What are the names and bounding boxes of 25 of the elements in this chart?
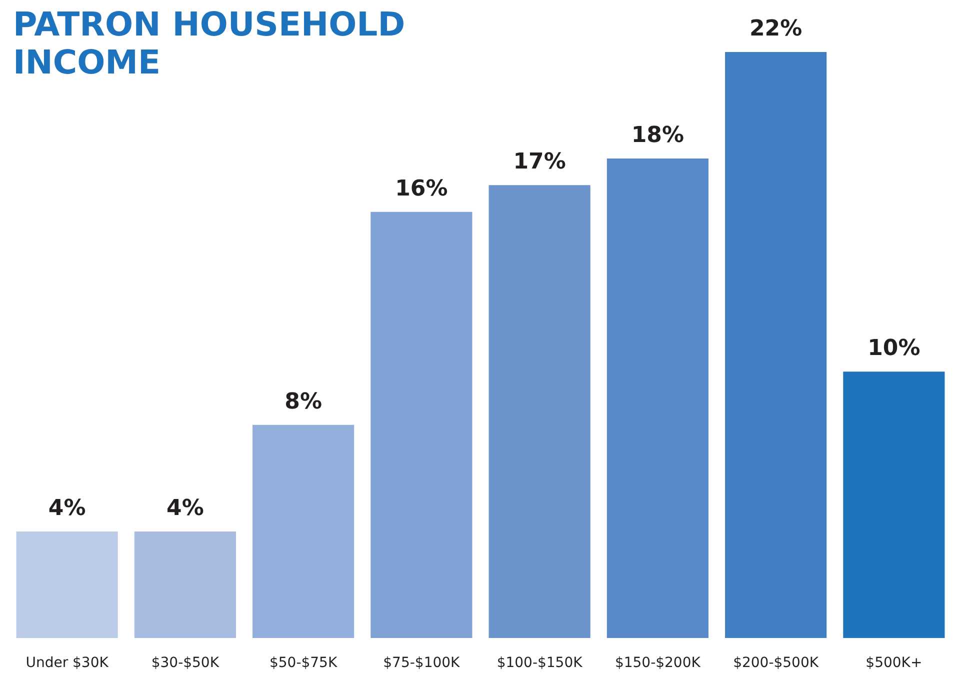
bar [488, 185, 590, 638]
data-label: 10% [868, 336, 920, 362]
chart-title: PATRON HOUSEHOLD INCOME [13, 4, 417, 82]
x-tick-label: $30-$50K [151, 655, 220, 671]
data-label: 16% [395, 176, 448, 202]
bar [843, 372, 945, 638]
data-label: 22% [749, 16, 802, 42]
data-label: 8% [284, 389, 322, 414]
x-tick-label: $100-$150K [496, 655, 584, 671]
bar [134, 531, 236, 638]
bar [16, 531, 118, 638]
data-label: 17% [513, 150, 566, 175]
x-tick-label: $200-$500K [733, 655, 820, 671]
bar [252, 424, 354, 638]
x-tick-label: $75-$100K [383, 655, 461, 671]
bar [370, 212, 472, 638]
data-label: 4% [48, 496, 86, 521]
data-label: 4% [166, 496, 204, 521]
x-tick-label: $50-$75K [269, 655, 338, 671]
x-tick-label: $500K+ [866, 655, 922, 671]
x-tick-label: $150-$200K [614, 655, 702, 671]
data-label: 18% [631, 123, 684, 148]
bar [725, 52, 827, 638]
x-tick-label: Under $30K [26, 655, 110, 671]
bar [606, 158, 708, 638]
